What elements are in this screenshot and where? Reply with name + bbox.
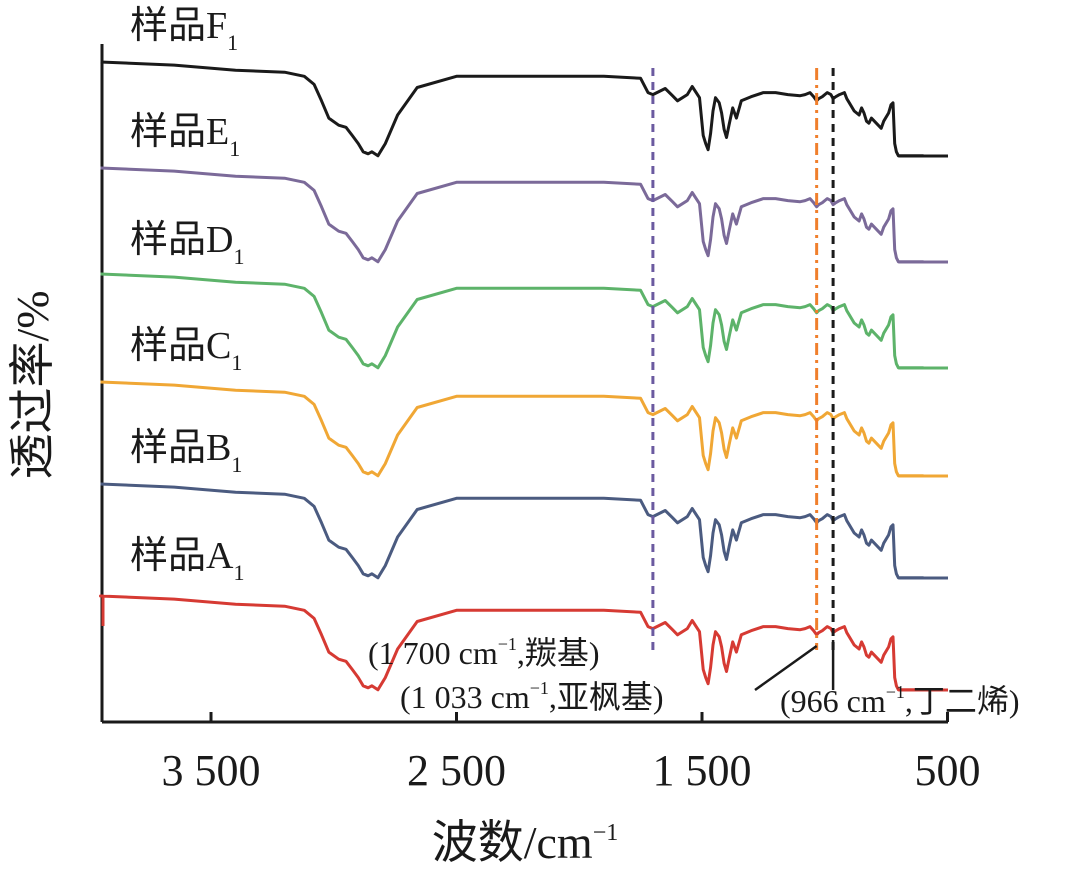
marker-lines: [651, 68, 835, 650]
annotation-label: (1 700 cm−1,羰基): [368, 634, 600, 671]
annotation-tail: ,羰基): [517, 635, 600, 671]
annotation-tail: ,亚枫基): [549, 679, 664, 715]
series-label-sub: 1: [231, 350, 242, 375]
x-tick-label: 1 500: [653, 746, 752, 795]
series-label: 样品E1: [130, 111, 240, 161]
annotation-sup: −1: [530, 678, 549, 698]
annotation-leader: [754, 644, 818, 692]
series-line-4: [100, 380, 948, 478]
annotation-sup: −1: [498, 634, 517, 654]
series-label-sub: 1: [233, 244, 244, 269]
series-label: 样品A1: [130, 535, 244, 585]
series-label: 样品C1: [130, 325, 242, 375]
axes: 3 500 2 500 1 500 500 波数/cm−1 透过率/%: [7, 44, 981, 868]
annotation-label: (966 cm−1,丁二烯): [780, 682, 1020, 719]
x-tick-label: 2 500: [407, 746, 506, 795]
series-line-3: [100, 272, 948, 370]
y-axis-title: 透过率/%: [7, 290, 58, 479]
annotation-label: (1 033 cm−1,亚枫基): [400, 678, 664, 715]
x-tick-label: 500: [915, 746, 981, 795]
annotation-sup: −1: [886, 682, 905, 702]
series-label-sub: 1: [233, 560, 244, 585]
annotation-tail: ,丁二烯): [905, 683, 1020, 719]
x-tick-label: 3 500: [162, 746, 261, 795]
series-label-sub: 1: [229, 136, 240, 161]
x-axis-title: 波数/cm−1: [432, 817, 619, 868]
series-label: 样品F1: [130, 5, 238, 55]
x-axis-title-unit-sup: −1: [593, 820, 619, 846]
series-line-5: [100, 482, 948, 580]
series-group: 样品F1 样品E1 样品D1 样品C1 样品B1 样品A1: [99, 5, 948, 692]
series-label: 样品D1: [130, 219, 244, 269]
series-line-1: [100, 60, 948, 158]
series-label-sub: 1: [231, 452, 242, 477]
series-label: 样品B1: [130, 427, 242, 477]
series-line-2: [100, 166, 948, 264]
series-line-6: [99, 594, 948, 692]
annotations: (1 700 cm−1,羰基) (1 033 cm−1,亚枫基) (966 cm−1…: [368, 634, 1020, 719]
series-label-sub: 1: [227, 30, 238, 55]
